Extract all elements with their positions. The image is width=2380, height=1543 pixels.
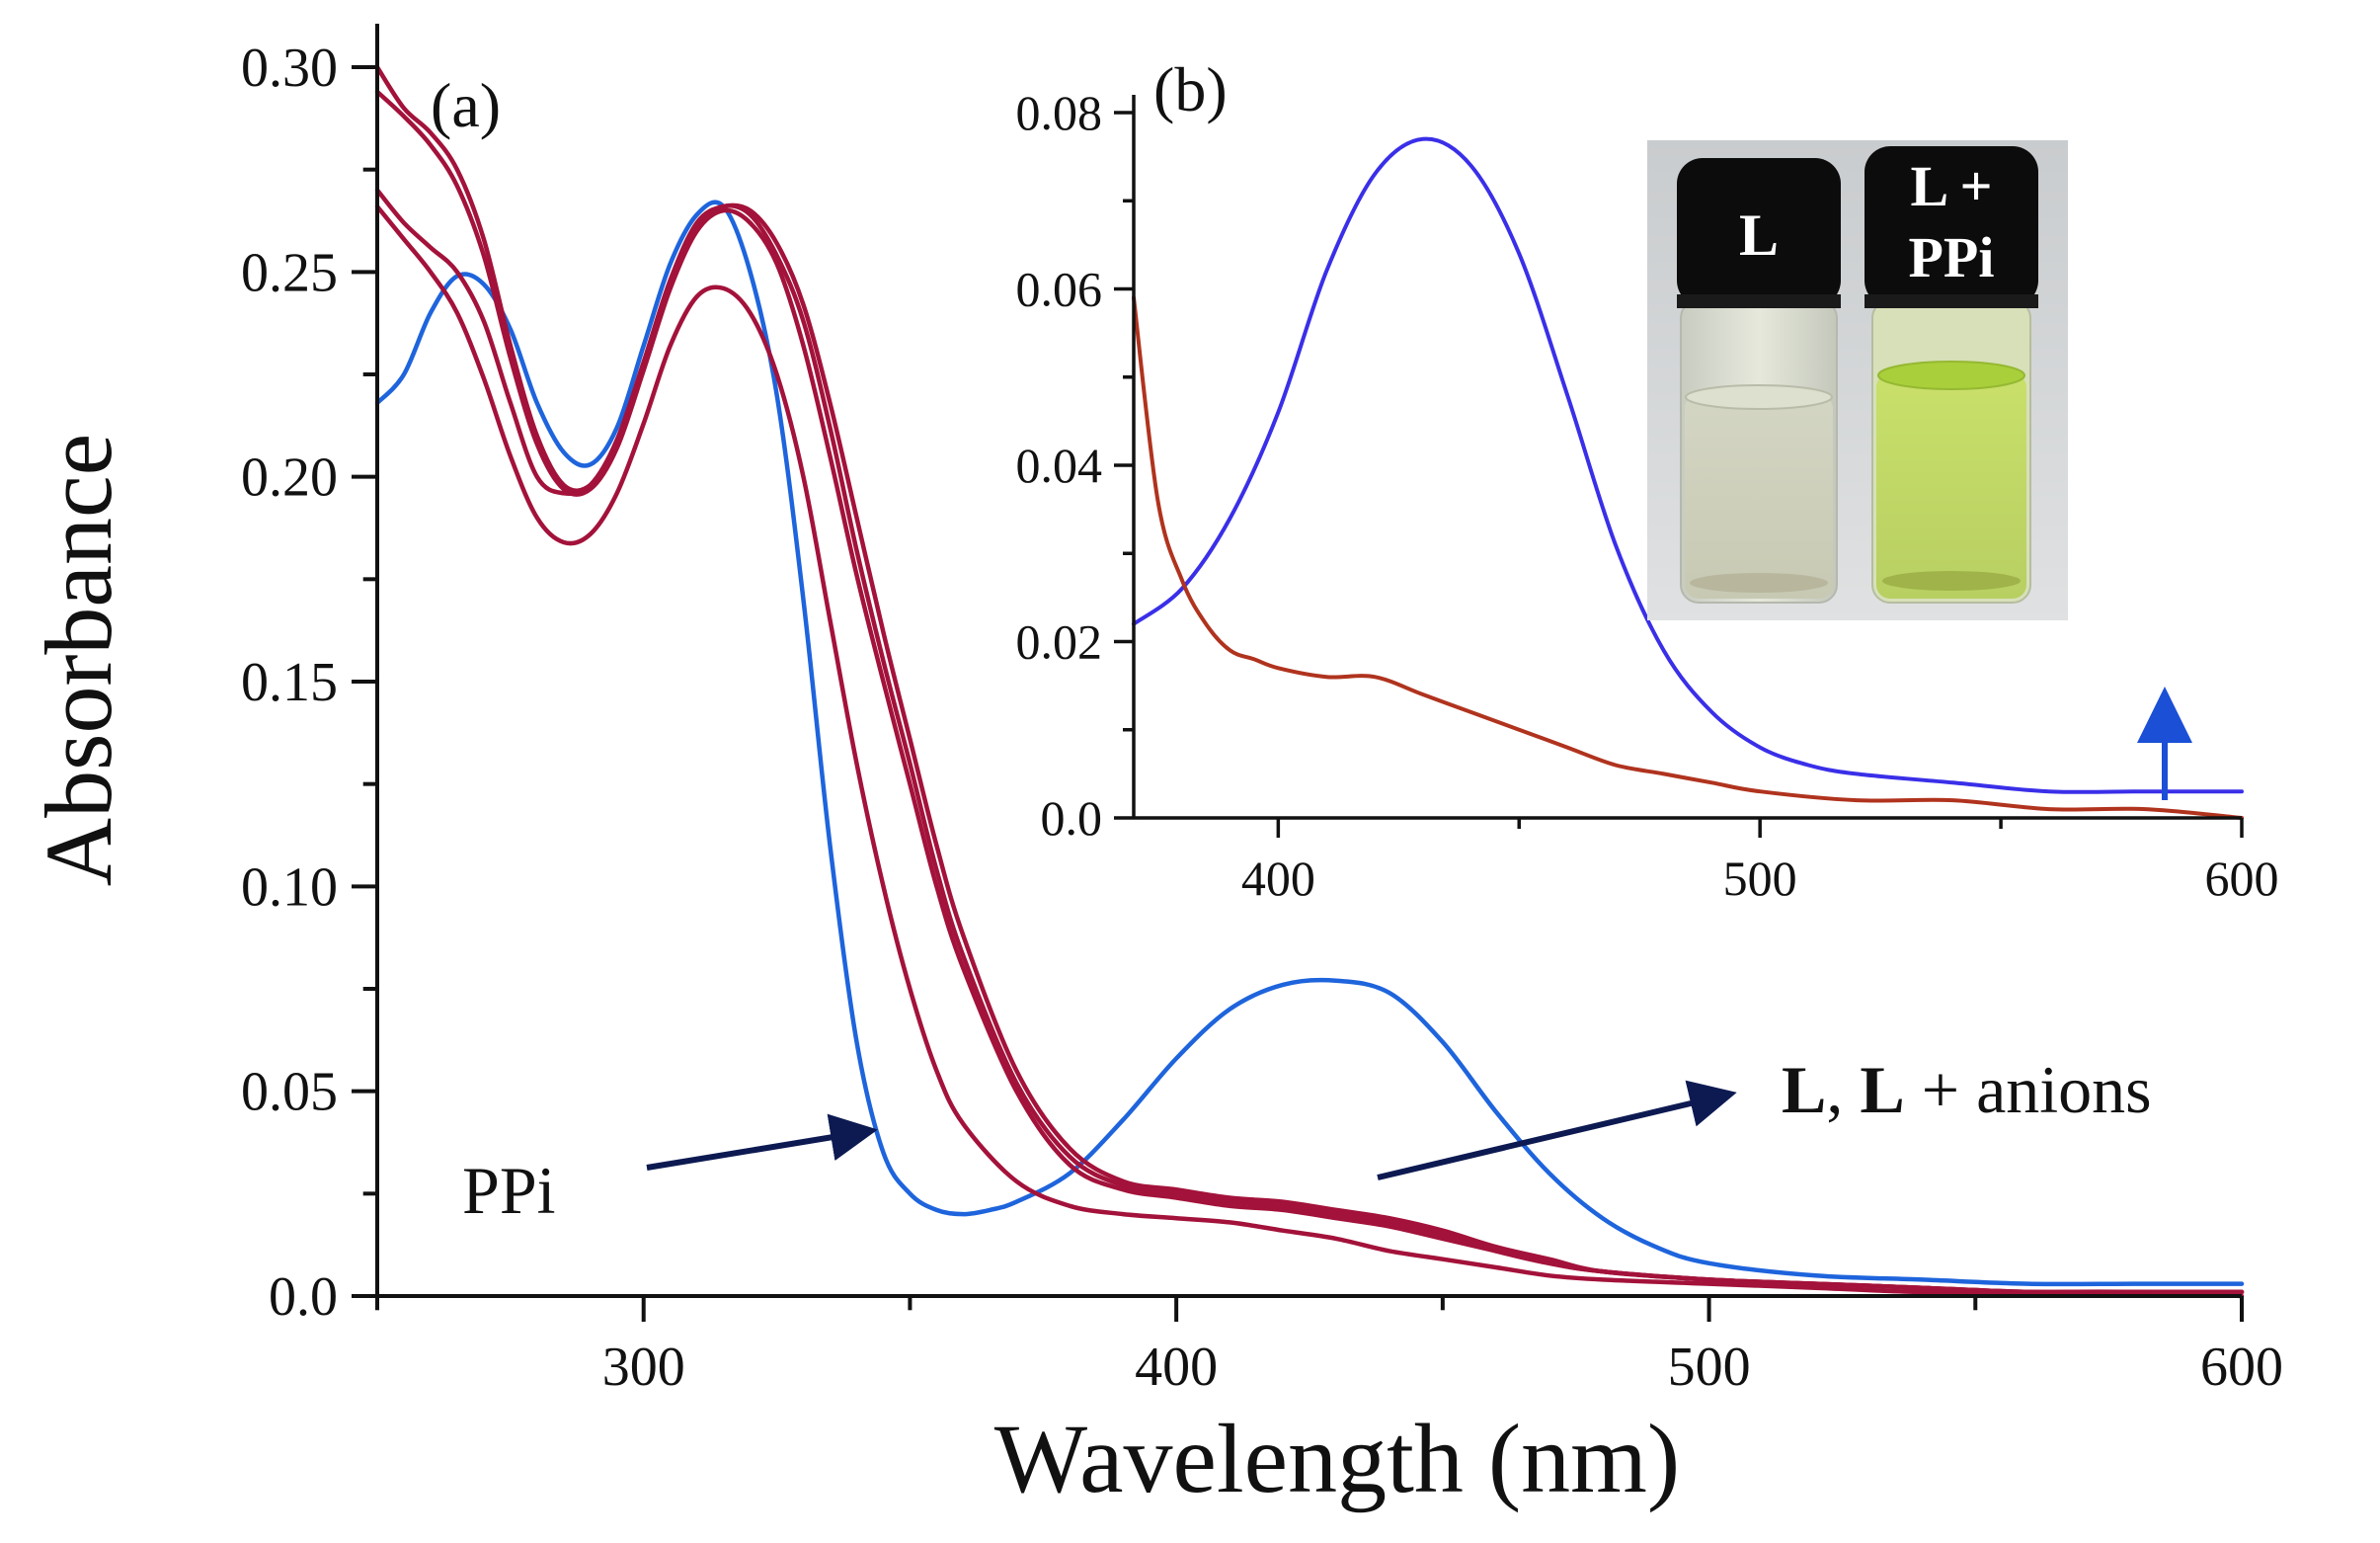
panel-a-y-tick-label: 0.10 <box>241 856 338 918</box>
panel-b-y-tick-label: 0.06 <box>1016 262 1103 317</box>
vial-l-ppi-label-2: PPi <box>1909 225 1995 289</box>
panel-b-x-tick-label: 500 <box>1723 851 1797 906</box>
panel-a-y-tick-label: 0.15 <box>241 652 338 713</box>
panel-a-y-tick-label: 0.20 <box>241 447 338 509</box>
panel-b-y-tick-label: 0.08 <box>1016 85 1103 140</box>
ppi-annotation: PPi <box>462 1153 556 1228</box>
panel-a-series-group <box>374 64 2245 1299</box>
y-axis-title: Absorbance <box>26 434 131 886</box>
panel-b-x-tick-label: 400 <box>1241 851 1315 906</box>
x-axis-title: Wavelength (nm) <box>994 1404 1680 1513</box>
panel-a-y-tick-label: 0.25 <box>241 242 338 303</box>
panel-b-series-2 <box>1132 295 2244 820</box>
anions-arrow <box>1377 1080 1737 1180</box>
vial-l-label: L <box>1739 203 1779 268</box>
vial-l-ppi: L + PPi <box>1864 146 2038 604</box>
panel-a-series-5 <box>374 203 2245 1299</box>
panel-a-x-tick-label: 600 <box>2200 1337 2283 1398</box>
panel-b-axes: 0.0 0.02 0.04 0.06 0.08 400 500 600 <box>1016 85 2279 906</box>
panel-a-y-tick-label: 0.30 <box>241 38 338 99</box>
panel-b-series-1 <box>1132 136 2244 794</box>
panel-a-series-1 <box>374 200 2245 1287</box>
anions-annotation: L, L + anions <box>1782 1052 2152 1127</box>
panel-a-x-tick-label: 300 <box>602 1337 685 1398</box>
panel-a-x-tick-label: 500 <box>1668 1337 1751 1398</box>
panel-b-x-tick-label: 600 <box>2205 851 2279 906</box>
panel-a-axes: 0.0 0.05 0.10 0.15 0.20 0.25 0.30 300 400 500 600 <box>241 24 2283 1398</box>
panel-a-y-tick-label: 0.05 <box>241 1062 338 1123</box>
panel-a-y-tick-label: 0.0 <box>269 1266 338 1328</box>
vials-photo: L L + PPi <box>1647 140 2068 620</box>
panel-a-series-4 <box>374 188 2245 1295</box>
panel-b-label: (b) <box>1153 54 1228 124</box>
increase-arrow <box>2137 687 2192 800</box>
vial-l: L <box>1677 158 1841 604</box>
panel-b-y-tick-label: 0.0 <box>1041 790 1103 846</box>
panel-b-series-group <box>1132 136 2244 820</box>
vial-l-ppi-label-1: L + <box>1910 154 1992 218</box>
panel-a-x-tick-label: 400 <box>1135 1337 1218 1398</box>
panel-a-label: (a) <box>431 70 501 140</box>
ppi-arrow <box>646 1113 878 1171</box>
panel-b-y-tick-label: 0.02 <box>1016 614 1103 670</box>
panel-b-y-tick-label: 0.04 <box>1016 438 1103 493</box>
panel-b-inset: 0.0 0.02 0.04 0.06 0.08 400 500 600 (b) L <box>1016 54 2279 906</box>
